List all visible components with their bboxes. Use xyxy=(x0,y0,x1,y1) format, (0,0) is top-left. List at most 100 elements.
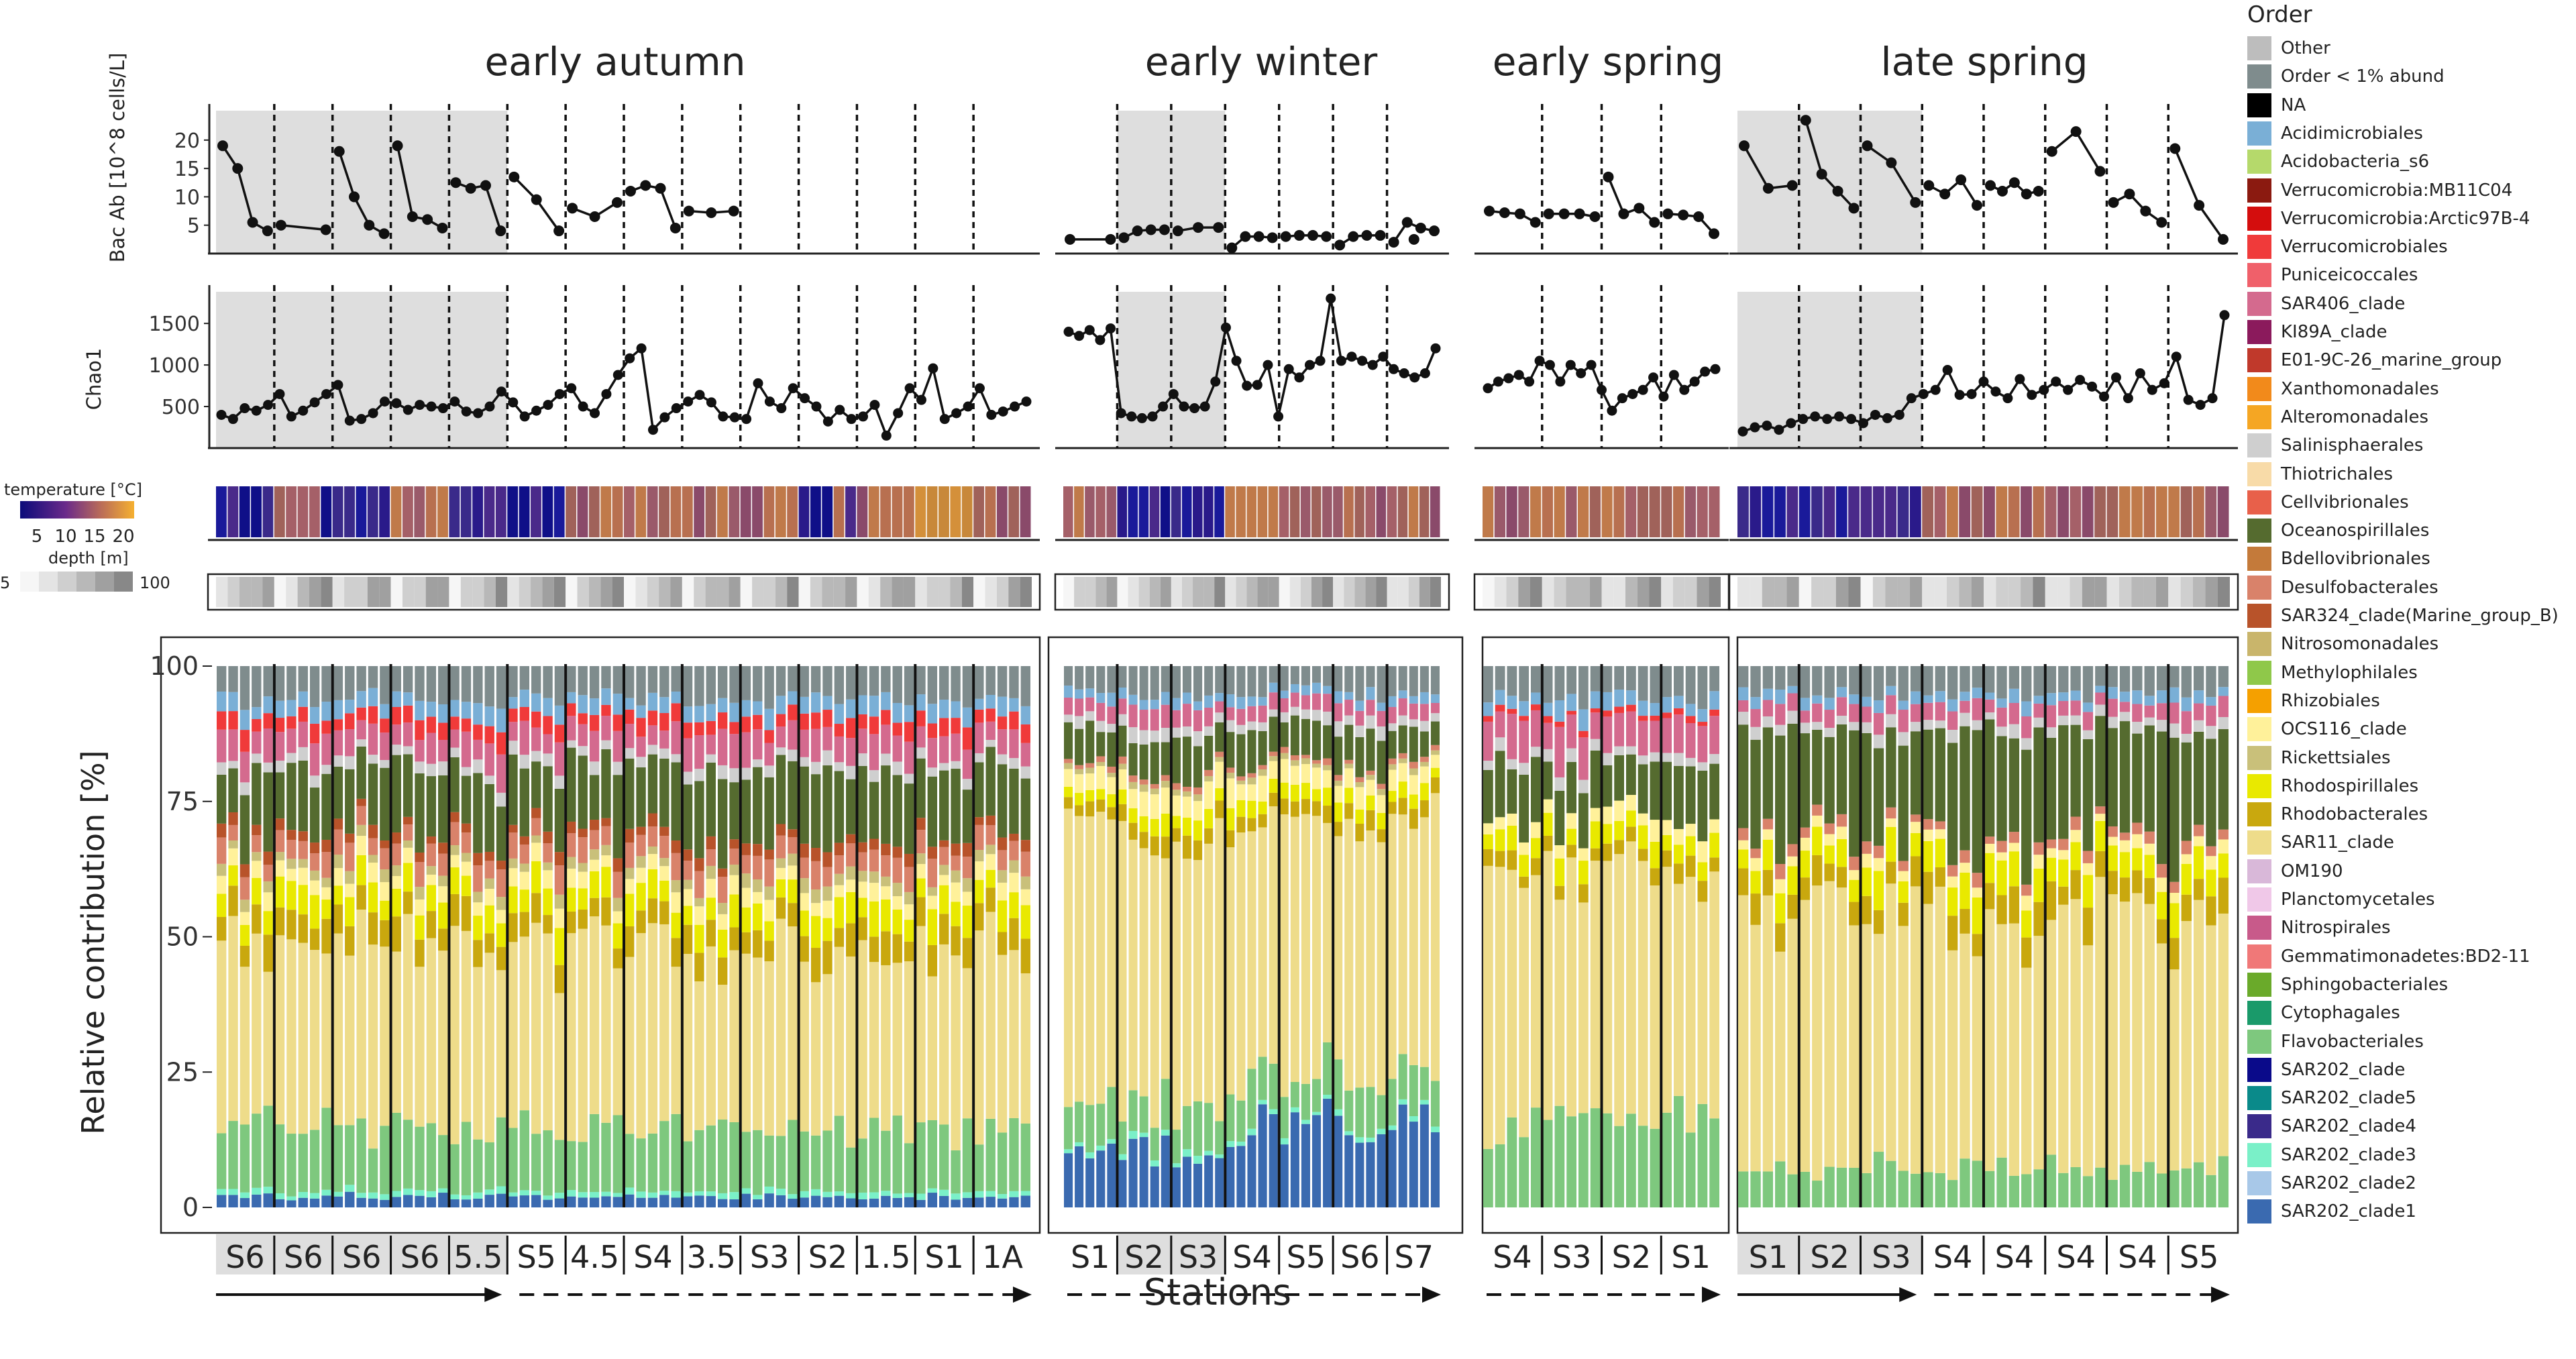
bar-segment xyxy=(1204,769,1214,776)
bar-segment xyxy=(1935,867,1945,887)
bar-segment xyxy=(321,733,331,765)
bar-segment xyxy=(1247,721,1256,730)
legend-item: Alteromonadales xyxy=(2247,404,2428,431)
bar-segment xyxy=(1873,712,1884,735)
bar-segment xyxy=(1193,666,1203,702)
bar-segment xyxy=(356,855,366,885)
bar-segment xyxy=(2119,1164,2131,1207)
bar-segment xyxy=(869,781,879,839)
bar-segment xyxy=(1519,1137,1529,1207)
bar-segment xyxy=(1204,695,1214,708)
bar-segment xyxy=(601,1196,611,1207)
chao-point xyxy=(1534,356,1545,366)
bars-panel-frame xyxy=(1047,636,1464,1234)
bar-segment xyxy=(1269,1113,1278,1207)
bar-segment xyxy=(1650,820,1660,842)
bar-segment xyxy=(1311,816,1322,1079)
bar-segment xyxy=(578,863,588,872)
bac-point xyxy=(450,177,462,188)
station-label: S3 xyxy=(1179,1239,1218,1275)
bar-segment xyxy=(2119,832,2131,840)
bar-segment xyxy=(939,718,949,737)
bar-segment xyxy=(1775,923,1786,952)
bar-segment xyxy=(298,666,308,692)
bar-segment xyxy=(1128,666,1138,695)
bar-segment xyxy=(1419,757,1429,762)
bar-segment xyxy=(286,869,297,881)
bar-segment xyxy=(1542,1120,1553,1207)
bar-segment xyxy=(1398,763,1407,782)
bar-segment xyxy=(788,853,798,866)
bar-segment xyxy=(799,1191,809,1198)
bar-segment xyxy=(1161,704,1170,728)
bar-segment xyxy=(1685,1132,1696,1207)
bar-segment xyxy=(286,830,297,840)
bar-segment xyxy=(1366,1142,1375,1207)
shaded-station-band xyxy=(390,292,449,448)
bar-segment xyxy=(543,1130,553,1196)
bar-segment xyxy=(2169,737,2180,882)
temp-cell xyxy=(961,486,973,537)
temp-cell xyxy=(519,486,530,537)
legend-swatch xyxy=(2247,604,2271,628)
depth-cell xyxy=(1996,577,2008,607)
chao-point xyxy=(2027,390,2037,400)
chao-point xyxy=(1524,376,1535,387)
bar-segment xyxy=(402,1120,413,1189)
bar-segment xyxy=(1542,716,1553,723)
bar-segment xyxy=(671,762,681,841)
bar-segment xyxy=(1787,856,1798,867)
shaded-station-band xyxy=(449,1234,508,1274)
bar-segment xyxy=(904,904,914,920)
bar-segment xyxy=(1096,789,1106,800)
bar-segment xyxy=(1387,1130,1397,1207)
bar-segment xyxy=(1984,883,1995,910)
bar-segment xyxy=(1301,695,1310,710)
bar-segment xyxy=(1419,692,1429,704)
bar-segment xyxy=(625,758,635,829)
bar-segment xyxy=(415,666,425,701)
bar-segment xyxy=(1775,864,1786,879)
bar-segment xyxy=(1182,737,1192,787)
chao-point xyxy=(1658,391,1669,402)
bar-segment xyxy=(1495,690,1505,705)
bar-segment xyxy=(519,1110,530,1191)
bar-segment xyxy=(2144,696,2155,706)
bar-segment xyxy=(1020,1191,1030,1196)
depth-legend-cell xyxy=(95,572,114,592)
bar-segment xyxy=(1787,723,1798,845)
bar-segment xyxy=(309,880,320,895)
bar-segment xyxy=(927,976,938,1120)
bar-segment xyxy=(239,967,250,1125)
depth-cell xyxy=(425,577,438,607)
bar-segment xyxy=(659,697,669,714)
bar-segment xyxy=(2181,697,2192,712)
bar-segment xyxy=(2181,894,2192,922)
bar-segment xyxy=(1542,851,1553,1120)
bar-segment xyxy=(496,806,506,861)
bar-segment xyxy=(1738,700,1749,712)
bar-segment xyxy=(2169,903,2180,938)
bar-segment xyxy=(2070,690,2081,701)
bar-segment xyxy=(578,1192,588,1198)
chao-point xyxy=(2147,384,2157,395)
bar-segment xyxy=(671,1197,681,1207)
chao-point xyxy=(1158,401,1169,412)
bar-segment xyxy=(788,903,798,927)
bar-segment xyxy=(1377,1128,1386,1134)
bar-segment xyxy=(2218,853,2229,878)
bar-segment xyxy=(438,761,448,775)
bar-segment xyxy=(298,840,308,859)
bar-segment xyxy=(1171,816,1181,828)
bar-segment xyxy=(1578,1113,1589,1207)
bac-point xyxy=(1786,180,1798,191)
bar-segment xyxy=(543,716,553,735)
bar-segment xyxy=(402,914,413,1120)
temp-cell xyxy=(1085,486,1095,537)
bar-segment xyxy=(2132,848,2143,871)
bar-segment xyxy=(1750,871,1761,894)
bar-segment xyxy=(1387,814,1397,1079)
bar-segment xyxy=(415,852,425,863)
